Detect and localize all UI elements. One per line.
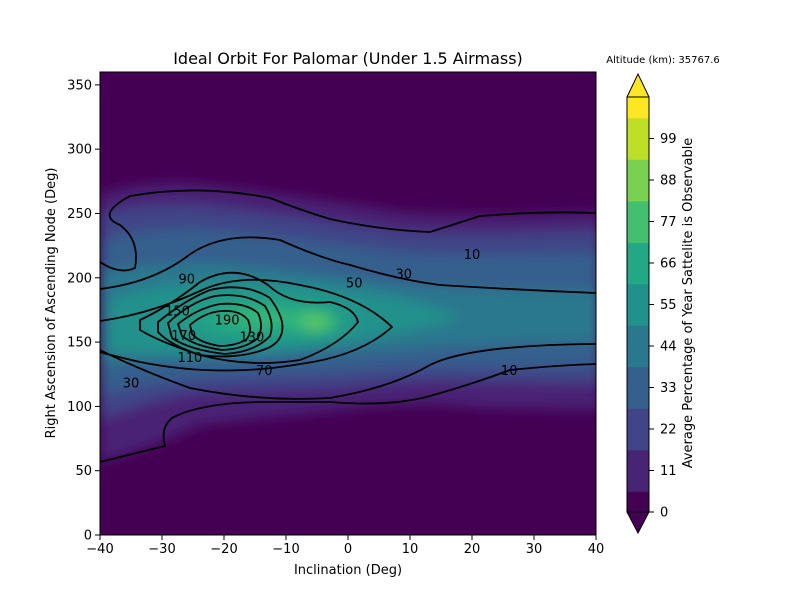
contour-label: 10 (501, 364, 518, 379)
colorbar-band (627, 429, 649, 451)
x-tick-label: −10 (272, 542, 299, 557)
colorbar-band (627, 387, 649, 409)
colorbar-band (627, 304, 649, 326)
colorbar-band (627, 117, 649, 140)
colorbar-band (627, 180, 649, 202)
contour-label: 130 (239, 330, 264, 345)
colorbar-band (627, 408, 649, 430)
x-tick-label: 40 (588, 542, 605, 557)
contour-label: 50 (346, 276, 363, 291)
colorbar-band (627, 491, 649, 513)
contour-label: 70 (256, 364, 273, 379)
chart-title: Ideal Orbit For Palomar (Under 1.5 Airma… (173, 49, 523, 68)
contour-label: 110 (177, 351, 202, 366)
x-tick-label: 30 (526, 542, 543, 557)
y-tick-label: 200 (67, 271, 92, 286)
x-tick-label: 20 (464, 542, 481, 557)
y-tick-label: 250 (67, 207, 92, 222)
colorbar-band (627, 346, 649, 368)
y-axis-label: Right Ascension of Ascending Node (Deg) (44, 168, 59, 439)
colorbar-band (627, 200, 649, 223)
y-tick-label: 100 (67, 400, 92, 415)
altitude-annotation: Altitude (km): 35767.6 (606, 55, 720, 66)
contour-label: 170 (171, 329, 196, 344)
colorbar-tick-label: 77 (660, 215, 677, 230)
y-tick-label: 150 (67, 336, 92, 351)
x-tick-label: 0 (344, 542, 352, 557)
colorbar-band (627, 325, 649, 347)
colorbar-band (627, 159, 649, 181)
colorbar-tick-label: 55 (660, 298, 677, 313)
colorbar: 0 11 22 33 44 55 66 77 88 99 Average Percentage o… (626, 72, 696, 535)
colorbar-band (627, 366, 649, 389)
x-tick-label: −40 (86, 542, 113, 557)
y-tick-label: 350 (67, 78, 92, 93)
x-axis: −40 −30 −20 −10 0 10 20 30 40 (86, 535, 604, 557)
colorbar-tick-label: 88 (660, 174, 677, 189)
colorbar-band (627, 449, 649, 472)
contour-label: 30 (123, 377, 140, 392)
filled-contours (100, 183, 596, 462)
contour-label: 90 (179, 273, 196, 288)
colorbar-tick-label: 22 (660, 423, 677, 438)
colorbar-tick-label: 44 (660, 340, 677, 355)
y-tick-label: 300 (67, 143, 92, 158)
x-axis-label: Inclination (Deg) (294, 563, 402, 578)
colorbar-bands (627, 97, 649, 513)
colorbar-band (627, 221, 649, 243)
contour-lines (100, 189, 596, 463)
y-tick-label: 50 (75, 464, 92, 479)
colorbar-band (627, 263, 649, 285)
colorbar-tick-label: 11 (660, 464, 677, 479)
colorbar-tick-label: 33 (660, 381, 677, 396)
colorbar-band (627, 242, 649, 264)
colorbar-band (627, 97, 649, 119)
x-tick-label: 10 (402, 542, 419, 557)
contour-label: 10 (464, 248, 481, 263)
colorbar-band (627, 283, 649, 306)
colorbar-tick-label: 66 (660, 257, 677, 272)
contour-label: 30 (396, 267, 413, 282)
colorbar-band (627, 470, 649, 492)
colorbar-tick-label: 0 (660, 506, 668, 521)
colorbar-band (627, 138, 649, 160)
contour-label: 190 (215, 314, 240, 329)
colorbar-ticks: 0 11 22 33 44 55 66 77 88 99 (649, 132, 677, 521)
y-axis: 0 50 100 150 200 250 300 350 (67, 78, 100, 544)
colorbar-extend-top (626, 72, 650, 98)
colorbar-extend-bottom (626, 511, 650, 535)
contour-label: 150 (165, 305, 190, 320)
colorbar-tick-label: 99 (660, 132, 677, 147)
colorbar-label: Average Percentage of Year Sattelite is … (681, 138, 696, 469)
x-tick-label: −20 (210, 542, 237, 557)
x-tick-label: −30 (148, 542, 175, 557)
y-tick-label: 0 (84, 529, 92, 544)
